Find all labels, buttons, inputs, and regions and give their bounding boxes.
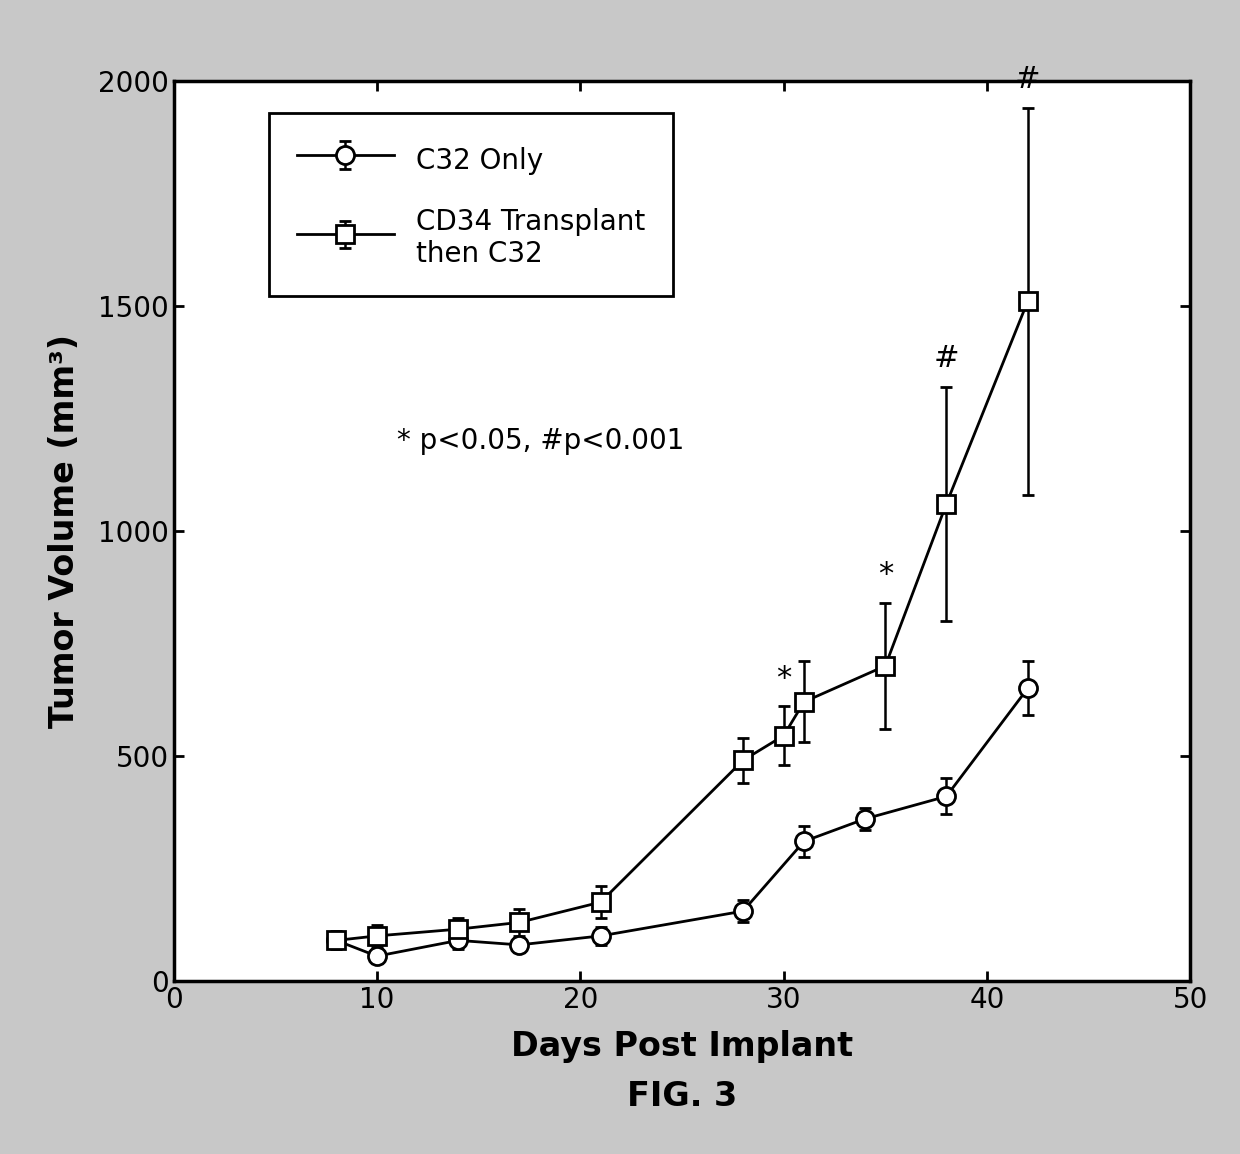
- Text: *: *: [776, 664, 791, 692]
- Y-axis label: Tumor Volume (mm³): Tumor Volume (mm³): [48, 334, 81, 728]
- Text: FIG. 3: FIG. 3: [627, 1080, 737, 1112]
- Text: #: #: [934, 344, 960, 374]
- Text: * p<0.05, #p<0.001: * p<0.05, #p<0.001: [397, 427, 684, 455]
- Text: *: *: [878, 561, 893, 590]
- Text: #: #: [1014, 66, 1040, 95]
- X-axis label: Days Post Implant: Days Post Implant: [511, 1031, 853, 1064]
- Legend: C32 Only, CD34 Transplant
then C32: C32 Only, CD34 Transplant then C32: [269, 113, 673, 295]
